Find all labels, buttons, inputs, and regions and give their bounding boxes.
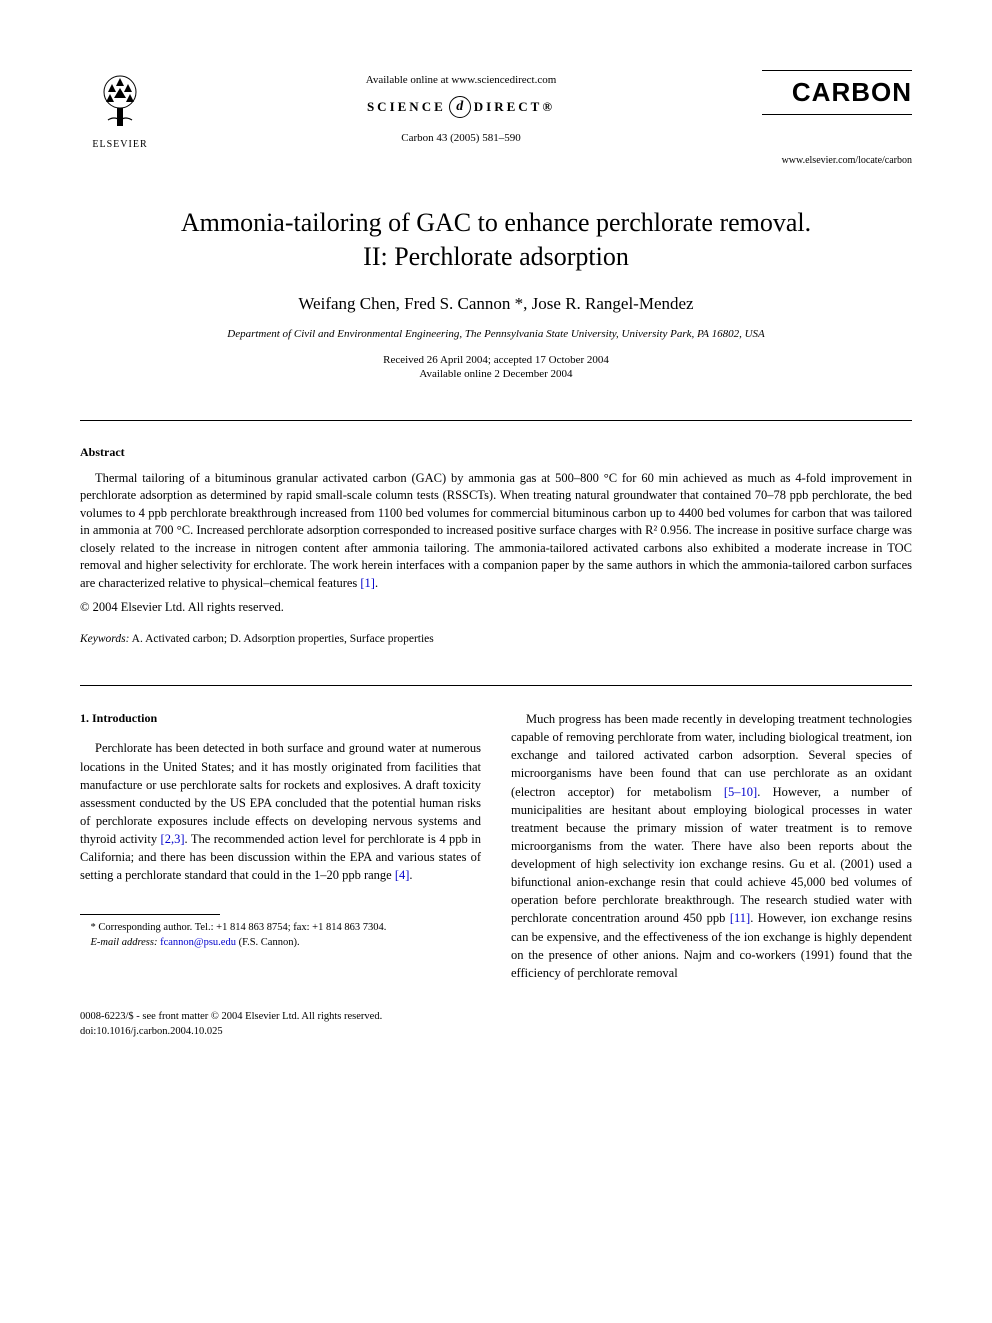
footnote-separator — [80, 914, 220, 915]
publisher-logo: ELSEVIER — [80, 70, 160, 150]
keywords-text: A. Activated carbon; D. Adsorption prope… — [129, 633, 433, 645]
sd-left: SCIENCE — [367, 99, 446, 115]
abstract-text: Thermal tailoring of a bituminous granul… — [80, 470, 912, 593]
abstract-copyright: © 2004 Elsevier Ltd. All rights reserved… — [80, 600, 912, 615]
corresponding-author-footnote: * Corresponding author. Tel.: +1 814 863… — [80, 921, 481, 936]
divider-top — [80, 420, 912, 421]
abstract-body-pre: Thermal tailoring of a bituminous granul… — [80, 471, 912, 590]
journal-block: CARBON www.elsevier.com/locate/carbon — [762, 70, 912, 166]
issn-line: 0008-6223/$ - see front matter © 2004 El… — [80, 1010, 912, 1025]
divider-bottom — [80, 685, 912, 686]
available-online-date: Available online 2 December 2004 — [80, 368, 912, 380]
intro-paragraph-2: Much progress has been made recently in … — [511, 710, 912, 982]
keywords-line: Keywords: A. Activated carbon; D. Adsorp… — [80, 633, 912, 645]
affiliation: Department of Civil and Environmental En… — [80, 328, 912, 340]
ref-link-11[interactable]: [11] — [730, 911, 750, 925]
citation-line: Carbon 43 (2005) 581–590 — [160, 132, 762, 144]
title-line2: II: Perchlorate adsorption — [363, 242, 629, 271]
email-address[interactable]: fcannon@psu.edu — [160, 937, 236, 948]
publisher-name: ELSEVIER — [80, 139, 160, 150]
body-columns: 1. Introduction Perchlorate has been det… — [80, 710, 912, 982]
doi-line: doi:10.1016/j.carbon.2004.10.025 — [80, 1025, 912, 1040]
sciencedirect-logo: SCIENCE d DIRECT® — [160, 96, 762, 118]
journal-name: CARBON — [762, 70, 912, 115]
column-right: Much progress has been made recently in … — [511, 710, 912, 982]
email-author-name: (F.S. Cannon). — [236, 937, 300, 948]
ref-link-4[interactable]: [4] — [395, 868, 410, 882]
bottom-meta: 0008-6223/$ - see front matter © 2004 El… — [80, 1010, 912, 1039]
abstract-heading: Abstract — [80, 445, 912, 460]
keywords-label: Keywords: — [80, 633, 129, 645]
center-header: Available online at www.sciencedirect.co… — [160, 70, 762, 144]
paper-title: Ammonia-tailoring of GAC to enhance perc… — [80, 206, 912, 274]
authors-line: Weifang Chen, Fred S. Cannon *, Jose R. … — [80, 294, 912, 314]
email-footnote: E-mail address: fcannon@psu.edu (F.S. Ca… — [80, 936, 481, 951]
paper-header: ELSEVIER Available online at www.science… — [80, 70, 912, 166]
received-accepted-dates: Received 26 April 2004; accepted 17 Octo… — [80, 354, 912, 366]
email-label: E-mail address: — [91, 937, 158, 948]
journal-url: www.elsevier.com/locate/carbon — [762, 155, 912, 166]
abstract-body-post: . — [375, 576, 378, 590]
sd-symbol: d — [449, 96, 471, 118]
sd-right: DIRECT® — [474, 99, 555, 115]
introduction-heading: 1. Introduction — [80, 710, 481, 727]
ref-link-2-3[interactable]: [2,3] — [161, 832, 185, 846]
col1-text-pre: Perchlorate has been detected in both su… — [80, 741, 481, 846]
ref-link-5-10[interactable]: [5–10] — [724, 785, 757, 799]
elsevier-tree-icon — [90, 70, 150, 130]
abstract-ref-1[interactable]: [1] — [360, 576, 375, 590]
available-online-text: Available online at www.sciencedirect.co… — [160, 74, 762, 86]
col2-text-mid: . However, a number of municipalities ar… — [511, 785, 912, 926]
title-line1: Ammonia-tailoring of GAC to enhance perc… — [181, 208, 811, 237]
intro-paragraph-1: Perchlorate has been detected in both su… — [80, 739, 481, 884]
col1-text-post: . — [409, 868, 412, 882]
column-left: 1. Introduction Perchlorate has been det… — [80, 710, 481, 982]
